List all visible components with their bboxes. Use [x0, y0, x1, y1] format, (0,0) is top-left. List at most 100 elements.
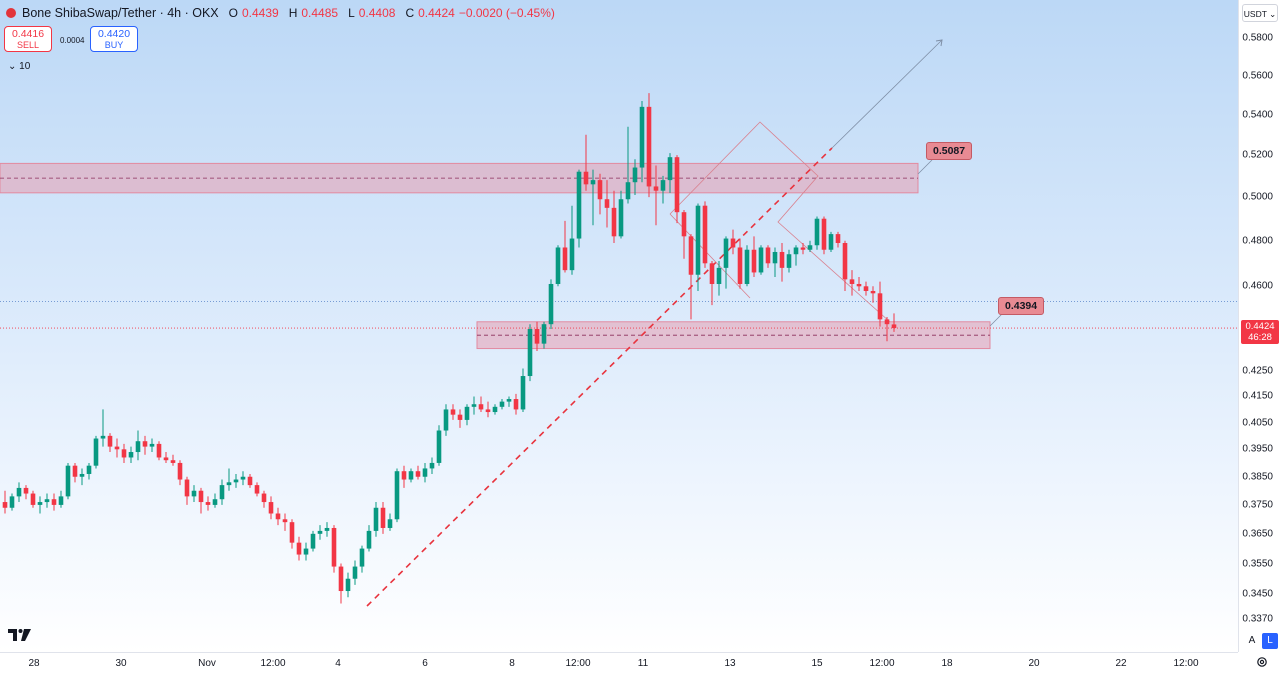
sell-label: SELL	[16, 40, 40, 50]
sell-price: 0.4416	[11, 28, 45, 40]
candle-body	[513, 399, 519, 410]
time-tick: 11	[637, 658, 649, 669]
candle-body	[772, 251, 778, 264]
auto-scale-button[interactable]: A	[1244, 633, 1260, 649]
time-tick: 28	[28, 658, 40, 669]
candle-body	[716, 267, 722, 284]
currency-select[interactable]: USDT ⌄	[1242, 4, 1278, 22]
time-axis[interactable]: 28 30 Nov 12:00 4 6 8 12:00 11 13 15 12:00 18 20 22 12:…	[0, 652, 1238, 673]
indicators-toggle[interactable]: ⌄ 10	[8, 61, 31, 72]
candle-body	[646, 106, 652, 187]
candle-body	[436, 430, 442, 463]
time-tick: 15	[811, 658, 823, 669]
candle-body	[450, 409, 456, 415]
candle-body	[443, 409, 449, 431]
candle-body	[170, 460, 176, 463]
candle-body	[303, 548, 309, 555]
candle-body	[128, 452, 134, 458]
candle-body	[625, 182, 631, 200]
time-tick: 8	[509, 658, 515, 669]
price-tick: 0.4050	[1242, 417, 1273, 429]
open-value: 0.4439	[241, 6, 279, 20]
candle-body	[394, 471, 400, 520]
candle-body	[380, 507, 386, 528]
settings-gear-icon[interactable]	[1256, 656, 1268, 668]
candle-body	[730, 238, 736, 248]
candle-body	[282, 519, 288, 523]
candle-body	[37, 502, 43, 505]
candle-body	[254, 485, 260, 494]
candle-body	[275, 513, 281, 520]
symbol-logo-icon	[6, 8, 16, 18]
pattern-outline	[669, 121, 891, 323]
candle-body	[828, 234, 834, 250]
candle-body	[681, 212, 687, 237]
candle-body	[751, 249, 757, 273]
price-tick: 0.5800	[1242, 32, 1273, 44]
candle-body	[58, 496, 64, 505]
symbol-legend: Bone ShibaSwap/Tether · 4h · OKX O 0.443…	[6, 6, 555, 20]
candle-body	[373, 507, 379, 531]
current-price-tag: 0.4424 46:28	[1241, 320, 1279, 345]
candle-body	[408, 471, 414, 480]
price-tick: 0.4150	[1242, 390, 1273, 402]
price-tick: 0.5200	[1242, 149, 1273, 161]
price-tick: 0.4600	[1242, 280, 1273, 292]
candle-body	[723, 238, 729, 268]
sell-button[interactable]: 0.4416 SELL	[4, 26, 52, 52]
candle-body	[86, 465, 92, 474]
candle-body	[205, 502, 211, 505]
candle-body	[72, 465, 78, 477]
candle-body	[198, 490, 204, 503]
candle-body	[338, 566, 344, 592]
buy-button[interactable]: 0.4420 BUY	[90, 26, 138, 52]
buy-label: BUY	[104, 40, 124, 50]
time-tick: Nov	[198, 658, 216, 669]
candle-body	[296, 542, 302, 555]
candle-body	[9, 496, 15, 508]
high-label: H	[288, 6, 298, 20]
candle-body	[639, 106, 645, 168]
candle-body	[177, 462, 183, 480]
candle-body	[737, 247, 743, 284]
time-tick: 12:00	[869, 658, 895, 669]
candle-body	[821, 218, 827, 250]
candle-body	[317, 530, 323, 534]
candle-body	[590, 180, 596, 185]
candle-body	[16, 487, 22, 497]
candle-body	[149, 443, 155, 447]
chart-pane[interactable]	[0, 0, 1238, 652]
candle-body	[604, 199, 610, 208]
axis-corner	[1238, 652, 1280, 672]
candle-body	[835, 234, 841, 244]
time-tick: 30	[115, 658, 127, 669]
candle-body	[93, 438, 99, 466]
time-tick: 12:00	[260, 658, 286, 669]
upper-level-label[interactable]: 0.5087	[926, 142, 973, 160]
candle-body	[219, 485, 225, 500]
candle-body	[674, 157, 680, 213]
tradingview-logo-icon[interactable]	[8, 628, 34, 642]
price-tick: 0.3370	[1242, 613, 1273, 625]
candle-body	[632, 167, 638, 183]
time-tick: 18	[941, 658, 953, 669]
candle-body	[352, 566, 358, 579]
candle-body	[100, 435, 106, 439]
candle-body	[618, 199, 624, 237]
price-tick: 0.4800	[1242, 235, 1273, 247]
candle-body	[247, 476, 253, 486]
candle-body	[856, 283, 862, 287]
spread-value: 0.0004	[60, 36, 85, 45]
low-label: L	[348, 6, 355, 20]
lower-level-label[interactable]: 0.4394	[998, 297, 1045, 315]
candle-body	[79, 473, 85, 477]
price-chart[interactable]	[0, 0, 1238, 652]
candle-body	[884, 319, 890, 325]
candle-body	[814, 218, 820, 246]
symbol-title[interactable]: Bone ShibaSwap/Tether · 4h · OKX	[22, 6, 219, 20]
candle-body	[268, 502, 274, 514]
log-scale-button[interactable]: L	[1262, 633, 1278, 649]
candle-body	[744, 249, 750, 284]
candle-body	[23, 487, 29, 494]
candle-body	[800, 247, 806, 250]
